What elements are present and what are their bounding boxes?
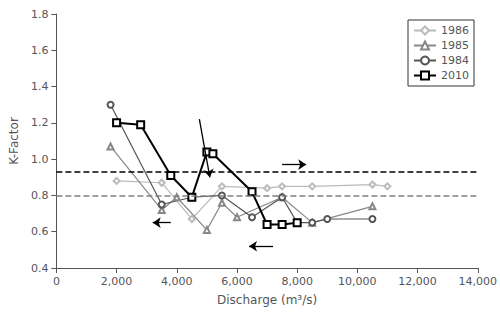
- svg-text:1984: 1984: [441, 54, 469, 67]
- svg-text:0.6: 0.6: [31, 225, 49, 238]
- svg-text:1.6: 1.6: [31, 44, 49, 57]
- svg-text:0.8: 0.8: [31, 189, 49, 202]
- svg-text:1.0: 1.0: [31, 153, 49, 166]
- svg-text:Discharge (m³/s): Discharge (m³/s): [217, 293, 317, 307]
- svg-text:8,000: 8,000: [281, 275, 313, 288]
- svg-text:2,000: 2,000: [101, 275, 132, 288]
- svg-text:K-Factor: K-Factor: [7, 117, 21, 165]
- svg-text:1985: 1985: [441, 39, 469, 52]
- svg-text:6,000: 6,000: [221, 275, 253, 288]
- svg-text:4,000: 4,000: [161, 275, 193, 288]
- svg-text:10,000: 10,000: [338, 275, 377, 288]
- svg-text:14,000: 14,000: [459, 275, 498, 288]
- svg-text:12,000: 12,000: [398, 275, 437, 288]
- svg-text:1986: 1986: [441, 24, 469, 37]
- svg-text:1.8: 1.8: [31, 8, 49, 21]
- svg-text:1.2: 1.2: [31, 116, 49, 129]
- svg-text:0.4: 0.4: [31, 262, 49, 275]
- svg-text:1.4: 1.4: [31, 80, 49, 93]
- svg-text:2010: 2010: [441, 69, 469, 82]
- svg-text:0: 0: [53, 275, 60, 288]
